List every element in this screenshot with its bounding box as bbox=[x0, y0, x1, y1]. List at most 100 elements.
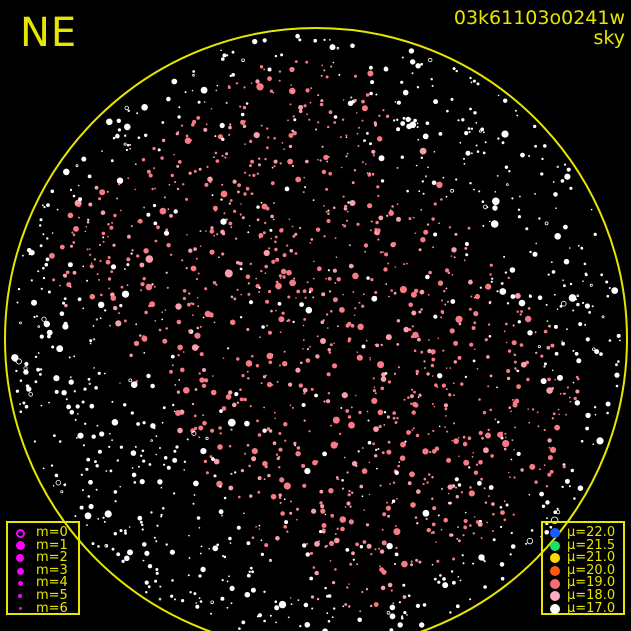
star-marker bbox=[381, 451, 385, 455]
magnitude-marker-icon bbox=[17, 581, 23, 587]
star-marker bbox=[361, 119, 364, 122]
star-marker bbox=[92, 338, 96, 341]
star-marker bbox=[278, 493, 282, 497]
star-marker bbox=[411, 410, 416, 415]
star-marker bbox=[222, 357, 225, 360]
star-marker bbox=[260, 124, 263, 127]
star-marker bbox=[568, 485, 571, 488]
star-marker bbox=[262, 375, 266, 379]
star-marker bbox=[19, 403, 21, 405]
star-marker bbox=[463, 259, 466, 262]
star-marker bbox=[99, 259, 102, 263]
star-marker bbox=[416, 86, 420, 89]
star-marker bbox=[200, 86, 208, 94]
star-marker bbox=[413, 390, 416, 394]
star-marker bbox=[422, 509, 430, 517]
star-marker bbox=[554, 424, 560, 431]
star-marker bbox=[56, 345, 64, 353]
star-marker bbox=[530, 529, 534, 532]
star-marker bbox=[98, 278, 101, 281]
star-marker bbox=[191, 402, 195, 406]
star-marker bbox=[484, 338, 488, 342]
star-marker bbox=[264, 221, 267, 225]
star-marker bbox=[464, 242, 469, 246]
star-marker bbox=[159, 585, 162, 588]
star-marker bbox=[200, 545, 203, 548]
star-marker bbox=[487, 385, 490, 388]
star-marker bbox=[109, 469, 113, 473]
star-marker bbox=[433, 232, 438, 237]
star-marker bbox=[452, 67, 456, 71]
star-marker bbox=[210, 226, 214, 230]
star-marker bbox=[528, 155, 531, 157]
star-marker bbox=[323, 69, 326, 72]
star-marker bbox=[372, 377, 375, 380]
star-marker bbox=[34, 355, 38, 359]
star-marker bbox=[212, 545, 219, 552]
star-marker bbox=[476, 150, 480, 153]
star-marker bbox=[84, 230, 87, 233]
star-marker bbox=[279, 477, 285, 483]
star-marker bbox=[97, 449, 102, 454]
star-marker bbox=[261, 325, 265, 329]
star-marker bbox=[156, 225, 160, 230]
star-marker bbox=[457, 483, 462, 487]
star-marker bbox=[53, 375, 60, 382]
star-marker bbox=[378, 424, 382, 429]
star-marker bbox=[24, 361, 29, 367]
star-marker bbox=[385, 114, 390, 119]
star-marker bbox=[415, 372, 419, 376]
star-marker bbox=[564, 478, 570, 484]
sky-brightness-legend-label: μ=22.0 bbox=[567, 525, 616, 540]
star-marker bbox=[77, 184, 80, 187]
star-marker bbox=[124, 123, 131, 131]
star-marker bbox=[309, 552, 313, 555]
star-marker bbox=[378, 155, 385, 162]
star-marker bbox=[382, 512, 387, 517]
star-marker bbox=[356, 543, 360, 546]
star-marker bbox=[422, 133, 429, 140]
star-marker bbox=[169, 369, 173, 374]
star-marker bbox=[420, 208, 423, 211]
star-marker bbox=[221, 154, 224, 157]
star-marker bbox=[177, 427, 183, 434]
star-marker bbox=[333, 342, 336, 345]
star-marker bbox=[444, 415, 447, 417]
star-marker bbox=[583, 262, 587, 266]
star-marker bbox=[345, 136, 348, 139]
star-marker bbox=[275, 309, 277, 312]
star-marker bbox=[148, 173, 153, 178]
star-marker bbox=[283, 350, 286, 353]
star-marker bbox=[410, 502, 416, 508]
star-marker bbox=[549, 525, 553, 529]
star-marker bbox=[445, 195, 448, 198]
star-marker bbox=[564, 173, 571, 180]
star-marker bbox=[86, 220, 90, 224]
star-marker bbox=[267, 473, 271, 478]
star-marker bbox=[197, 272, 200, 275]
star-marker bbox=[380, 376, 387, 382]
star-marker bbox=[141, 104, 148, 111]
star-marker bbox=[156, 524, 159, 527]
star-marker bbox=[553, 324, 558, 329]
star-marker bbox=[615, 363, 618, 367]
star-marker bbox=[30, 279, 33, 282]
star-marker bbox=[529, 463, 536, 470]
star-marker bbox=[227, 418, 236, 427]
star-marker bbox=[288, 133, 294, 138]
star-marker bbox=[449, 611, 452, 614]
star-marker bbox=[149, 301, 156, 308]
magnitude-legend-item: m=1 bbox=[12, 539, 78, 553]
star-marker bbox=[562, 279, 564, 282]
star-marker bbox=[264, 157, 267, 161]
star-marker bbox=[124, 134, 127, 137]
star-marker bbox=[483, 447, 489, 454]
star-marker bbox=[445, 287, 448, 290]
star-marker bbox=[62, 301, 66, 305]
star-marker bbox=[431, 84, 434, 87]
star-marker bbox=[316, 597, 320, 601]
star-marker bbox=[391, 205, 394, 208]
star-marker bbox=[541, 157, 544, 161]
star-marker bbox=[406, 430, 411, 435]
star-marker bbox=[190, 428, 196, 434]
